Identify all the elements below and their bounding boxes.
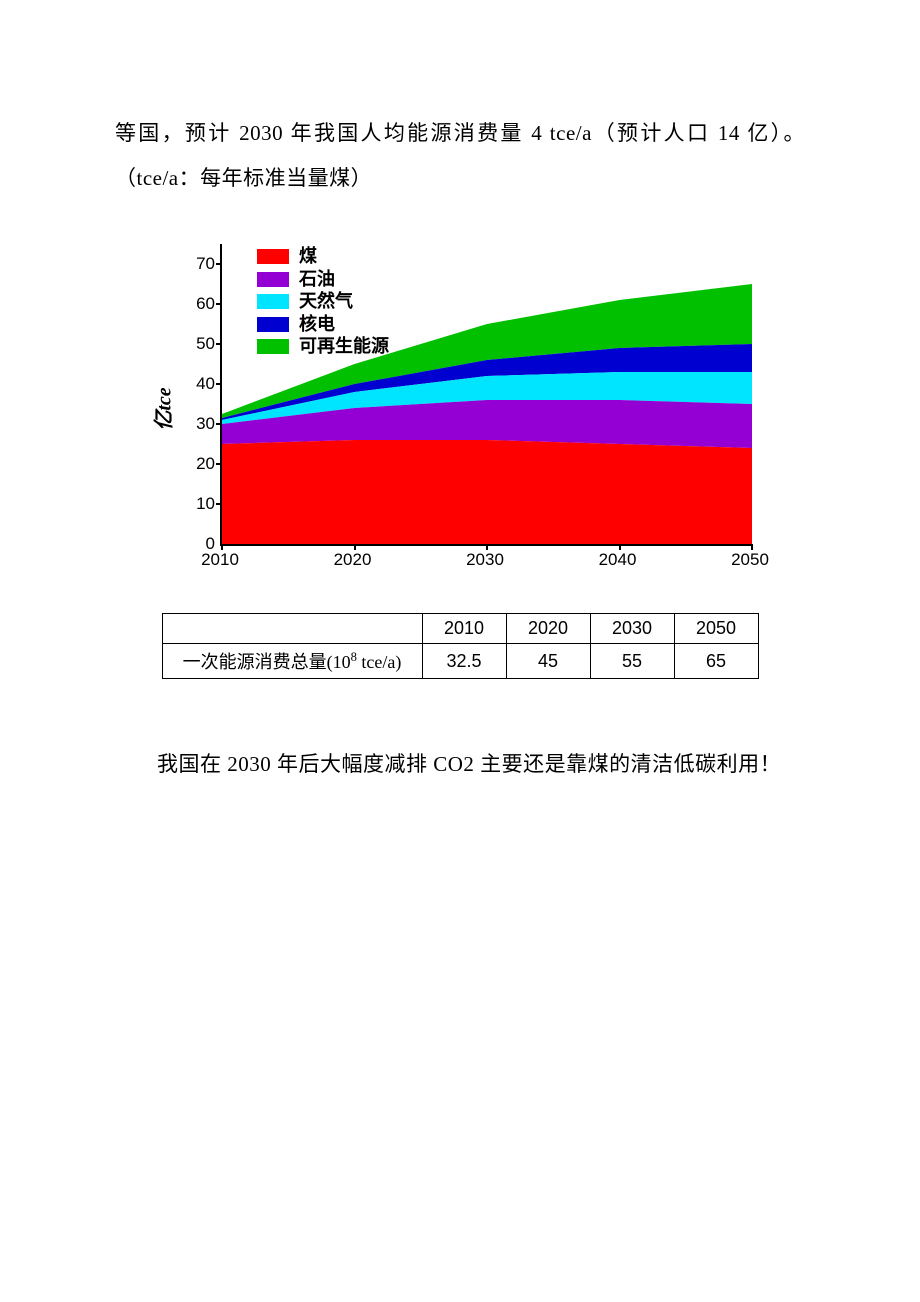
- table-cell: 55: [590, 644, 674, 679]
- energy-consumption-table: 2010202020302050 一次能源消费总量(108 tce/a)32.54…: [162, 613, 759, 679]
- legend-label: 石油: [299, 268, 335, 291]
- y-tick-label: 30: [185, 414, 215, 434]
- legend-swatch: [257, 249, 289, 264]
- y-tick-label: 20: [185, 454, 215, 474]
- table-cell: 32.5: [422, 644, 506, 679]
- paragraph-2: 我国在 2030 年后大幅度减排 CO2 主要还是靠煤的清洁低碳利用！: [115, 742, 805, 787]
- legend-item: 石油: [257, 268, 389, 291]
- legend-item: 可再生能源: [257, 335, 389, 358]
- table-cell: 45: [506, 644, 590, 679]
- table-row-label: 一次能源消费总量(108 tce/a): [162, 644, 422, 679]
- y-tick-label: 10: [185, 494, 215, 514]
- area-series: [222, 440, 752, 544]
- y-tick-label: 60: [185, 294, 215, 314]
- table-cell: 65: [674, 644, 758, 679]
- table-header: 2020: [506, 614, 590, 644]
- legend-label: 核电: [299, 313, 335, 336]
- legend-item: 天然气: [257, 290, 389, 313]
- legend-swatch: [257, 317, 289, 332]
- legend-swatch: [257, 294, 289, 309]
- x-tick-label: 2030: [466, 550, 504, 570]
- legend-item: 核电: [257, 313, 389, 336]
- y-axis-title: 亿tce: [148, 388, 177, 431]
- legend-label: 煤: [299, 245, 317, 268]
- table-header: 2050: [674, 614, 758, 644]
- energy-area-chart: 亿tce 煤石油天然气核电可再生能源 010203040506070201020…: [115, 239, 805, 579]
- x-tick-label: 2010: [201, 550, 239, 570]
- paragraph-1: 等国，预计 2030 年我国人均能源消费量 4 tce/a（预计人口 14 亿）…: [115, 111, 805, 201]
- legend-item: 煤: [257, 245, 389, 268]
- x-tick-label: 2040: [599, 550, 637, 570]
- legend-swatch: [257, 339, 289, 354]
- x-tick-label: 2050: [731, 550, 769, 570]
- y-tick-label: 70: [185, 254, 215, 274]
- x-tick-label: 2020: [334, 550, 372, 570]
- plot-area: 煤石油天然气核电可再生能源: [220, 244, 752, 546]
- legend-label: 天然气: [299, 290, 353, 313]
- table-header: 2030: [590, 614, 674, 644]
- y-tick-label: 50: [185, 334, 215, 354]
- y-tick-label: 40: [185, 374, 215, 394]
- table-header: 2010: [422, 614, 506, 644]
- table-header-empty: [162, 614, 422, 644]
- legend-swatch: [257, 272, 289, 287]
- legend-label: 可再生能源: [299, 335, 389, 358]
- chart-legend: 煤石油天然气核电可再生能源: [257, 245, 389, 358]
